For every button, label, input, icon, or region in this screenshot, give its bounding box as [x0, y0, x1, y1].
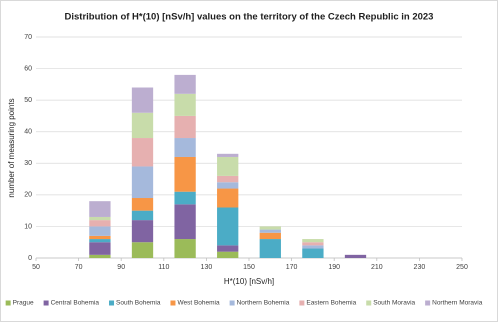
- legend-label: Northern Moravia: [432, 300, 483, 307]
- y-tick-label: 40: [24, 129, 32, 136]
- legend-swatch: [366, 300, 372, 306]
- bar-segment: [89, 239, 111, 243]
- x-tick-label: 210: [371, 264, 383, 271]
- legend-swatch: [229, 300, 235, 306]
- x-tick-label: 90: [117, 264, 125, 271]
- x-tick-label: 130: [201, 264, 213, 271]
- bar-segment: [174, 74, 196, 94]
- bar-segment: [217, 245, 239, 252]
- y-tick-label: 70: [24, 34, 32, 41]
- bar-segment: [302, 248, 324, 258]
- bar-segment: [259, 229, 281, 233]
- chart-title: Distribution of H*(10) [nSv/h] values on…: [65, 12, 434, 23]
- bar-segment: [89, 242, 111, 255]
- bar-segment: [259, 239, 281, 258]
- bar-segment: [217, 182, 239, 189]
- bar-segment: [302, 245, 324, 249]
- legend-swatch: [109, 300, 115, 306]
- bar-segment: [131, 220, 154, 243]
- bar-segment: [131, 87, 154, 113]
- y-axis-title: number of measuring points: [7, 98, 16, 197]
- y-tick-label: 0: [28, 255, 32, 262]
- bar-segment: [131, 166, 154, 199]
- x-tick-label: 150: [243, 264, 255, 271]
- bar-segment: [174, 93, 196, 116]
- legend-swatch: [170, 300, 176, 306]
- bar-segment: [174, 204, 196, 240]
- bar-segment: [302, 239, 324, 243]
- legend-swatch: [5, 300, 11, 306]
- legend-label: Northern Bohemia: [237, 300, 290, 307]
- legend-swatch: [43, 300, 49, 306]
- y-tick-label: 50: [24, 97, 32, 104]
- y-tick-label: 10: [24, 223, 32, 230]
- legend-label: Central Bohemia: [51, 300, 100, 307]
- bar-segment: [89, 220, 111, 227]
- bar-segment: [131, 242, 154, 258]
- x-tick-label: 190: [328, 264, 340, 271]
- x-tick-label: 70: [75, 264, 83, 271]
- bar-segment: [259, 232, 281, 240]
- bar-segment: [344, 254, 367, 258]
- x-tick-label: 250: [456, 264, 468, 271]
- legend-label: Prague: [13, 300, 34, 307]
- bar-segment: [174, 191, 196, 205]
- bar-segment: [217, 175, 239, 183]
- legend-label: South Bohemia: [116, 300, 161, 307]
- bar-segment: [89, 226, 111, 236]
- legend-swatch: [425, 300, 431, 306]
- legend-swatch: [299, 300, 305, 306]
- legend-label: South Moravia: [373, 300, 415, 307]
- x-tick-label: 170: [286, 264, 298, 271]
- bar-segment: [217, 188, 239, 208]
- bar-segment: [174, 138, 196, 157]
- bar-segment: [217, 207, 239, 246]
- legend-label: Eastern Bohemia: [306, 300, 356, 307]
- y-tick-label: 30: [24, 160, 32, 167]
- bar-segment: [131, 112, 154, 139]
- bar-segment: [217, 251, 239, 258]
- bar-segment: [131, 138, 154, 167]
- bar-segment: [302, 242, 324, 246]
- x-tick-label: 50: [32, 264, 40, 271]
- x-axis-title: H*(10) [nSv/h]: [224, 277, 274, 286]
- bar-segment: [174, 115, 196, 139]
- bar-segment: [89, 201, 111, 217]
- x-tick-label: 230: [414, 264, 426, 271]
- bar-segment: [131, 210, 154, 221]
- bar-segment: [217, 156, 239, 176]
- bar-segment: [89, 235, 111, 240]
- bar-segment: [259, 226, 281, 230]
- y-tick-label: 60: [24, 65, 32, 72]
- bar-segment: [174, 239, 196, 258]
- bar-segment: [131, 198, 154, 211]
- bar-segment: [89, 216, 111, 221]
- legend-label: West Bohemia: [177, 300, 220, 307]
- bar-segment: [217, 153, 239, 157]
- y-tick-label: 20: [24, 192, 32, 199]
- bar-segment: [174, 156, 196, 192]
- x-tick-label: 110: [158, 264, 169, 271]
- bar-segment: [89, 254, 111, 258]
